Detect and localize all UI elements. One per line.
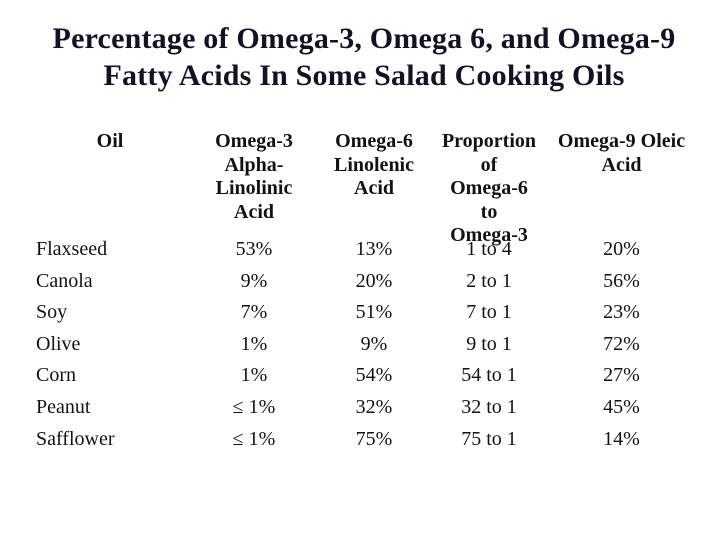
oil-name: Safflower xyxy=(36,427,115,450)
omega9-value: 72% xyxy=(603,332,640,355)
omega9-value: 27% xyxy=(603,364,640,387)
omega3-value: 7% xyxy=(240,301,268,324)
omega6-value: 32% xyxy=(355,395,393,418)
oil-name: Corn xyxy=(36,364,76,387)
oil-name: Olive xyxy=(36,332,81,355)
omega6-value: 54% xyxy=(355,364,393,387)
proportion-value: 75 to 1 xyxy=(461,427,517,450)
oil-name: Soy xyxy=(36,301,68,324)
proportion-value: 9 to 1 xyxy=(466,332,512,355)
oil-name: Flaxseed xyxy=(36,238,108,260)
proportion-value: 7 to 1 xyxy=(466,301,512,324)
omega3-value: ≤ 1% xyxy=(232,427,276,450)
oil-name: Canola xyxy=(36,269,93,292)
omega9-value: 45% xyxy=(603,395,640,418)
proportion-value: 54 to 1 xyxy=(461,364,517,387)
proportion-value: 32 to 1 xyxy=(461,395,517,418)
omega3-value: 1% xyxy=(240,332,268,355)
omega6-value: 13% xyxy=(355,238,393,260)
omega6-value: 75% xyxy=(355,427,393,450)
col-header-omega3: Omega-3 Alpha- Linolinic Acid xyxy=(215,130,293,223)
omega9-value: 56% xyxy=(603,269,640,292)
omega6-value: 9% xyxy=(360,332,388,355)
col-header-omega6: Omega-6 Linolenic Acid xyxy=(333,130,414,199)
omega6-value: 20% xyxy=(355,269,393,292)
omega3-value: 9% xyxy=(240,269,268,292)
omega9-value: 23% xyxy=(603,301,640,324)
omega3-value: 53% xyxy=(235,238,273,260)
proportion-value: 2 to 1 xyxy=(466,269,512,292)
col-header-proportion: Proportion of Omega-6 to Omega-3 xyxy=(441,130,537,246)
fatty-acid-table: Oil Omega-3 Alpha- Linolinic Acid Omega-… xyxy=(30,130,695,455)
oil-name: Peanut xyxy=(36,395,91,418)
slide-title: Percentage of Omega-3, Omega 6, and Omeg… xyxy=(52,22,676,92)
omega6-value: 51% xyxy=(355,301,393,324)
proportion-value: 1 to 4 xyxy=(466,238,512,260)
col-header-oil: Oil xyxy=(96,130,124,152)
omega9-value: 20% xyxy=(603,238,640,260)
omega3-value: ≤ 1% xyxy=(232,395,276,418)
col-header-omega9: Omega-9 Oleic Acid xyxy=(557,130,686,176)
omega3-value: 1% xyxy=(240,364,268,387)
omega9-value: 14% xyxy=(603,427,640,450)
